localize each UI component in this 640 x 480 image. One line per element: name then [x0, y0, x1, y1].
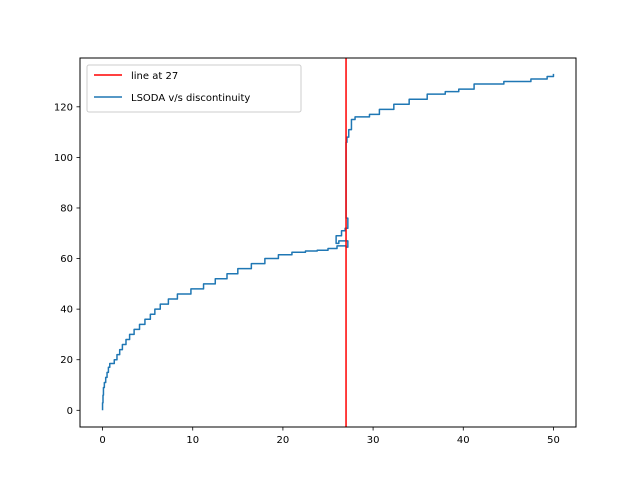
y-tick-label: 80 — [60, 203, 73, 214]
plot-area-background — [80, 58, 576, 427]
y-tick-label: 100 — [54, 153, 73, 164]
legend-box — [86, 64, 302, 113]
legend: line at 27 LSODA v/s discontinuity — [86, 64, 302, 113]
y-tick-label: 20 — [60, 355, 73, 366]
x-axis: 0 10 20 30 40 50 — [99, 427, 560, 446]
y-tick-label: 120 — [54, 102, 73, 113]
legend-label-line-at-27: line at 27 — [131, 71, 178, 82]
plot-frame — [79, 57, 577, 428]
x-tick-label: 40 — [457, 435, 470, 446]
x-tick-label: 20 — [277, 435, 290, 446]
y-axis: 0 20 40 60 80 100 120 — [54, 102, 80, 417]
y-tick-label: 60 — [60, 254, 73, 265]
data-layer — [101, 58, 555, 427]
legend-label-lsoda: LSODA v/s discontinuity — [131, 93, 250, 104]
y-tick-label: 40 — [60, 305, 73, 316]
x-tick-label: 30 — [367, 435, 380, 446]
x-tick-label: 10 — [186, 435, 199, 446]
y-tick-label: 0 — [67, 406, 73, 417]
series-line-lsoda — [101, 73, 555, 411]
x-tick-label: 50 — [547, 435, 560, 446]
x-tick-label: 0 — [99, 435, 105, 446]
